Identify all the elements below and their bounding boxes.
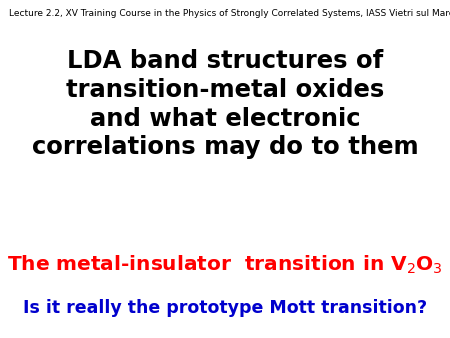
- Text: LDA band structures of
transition-metal oxides
and what electronic
correlations : LDA band structures of transition-metal …: [32, 49, 419, 159]
- Text: Is it really the prototype Mott transition?: Is it really the prototype Mott transiti…: [23, 298, 427, 317]
- Text: The metal-insulator  transition in V$_2$O$_3$: The metal-insulator transition in V$_2$O…: [7, 254, 443, 276]
- Text: Lecture 2.2, XV Training Course in the Physics of Strongly Correlated Systems, I: Lecture 2.2, XV Training Course in the P…: [9, 9, 450, 19]
